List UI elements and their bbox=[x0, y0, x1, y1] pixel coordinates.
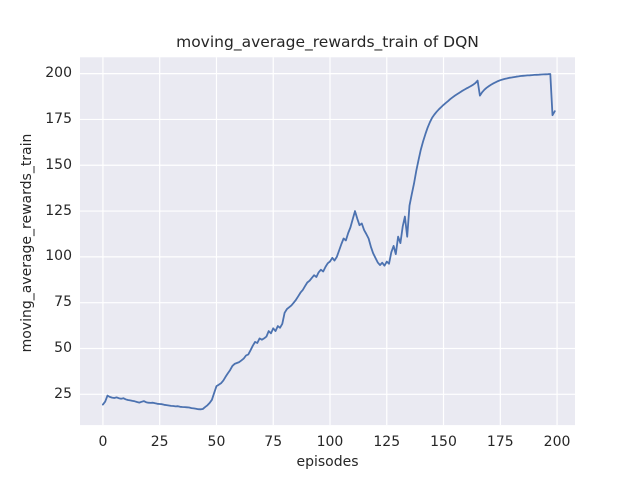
x-tick-label: 150 bbox=[430, 434, 457, 450]
y-tick-label: 125 bbox=[45, 202, 72, 219]
x-tick-label: 175 bbox=[486, 434, 514, 450]
reward-curve-line bbox=[102, 73, 556, 411]
x-tick-label: 100 bbox=[316, 434, 344, 450]
x-tick-label: 200 bbox=[543, 434, 571, 450]
y-tick-label: 75 bbox=[54, 294, 72, 311]
x-tick-label: 0 bbox=[98, 434, 108, 450]
x-tick-label: 50 bbox=[207, 434, 226, 450]
y-tick-label: 25 bbox=[54, 385, 72, 402]
plot-background bbox=[80, 57, 575, 426]
x-axis-label: episodes bbox=[296, 454, 359, 470]
chart-title: moving_average_rewards_train of DQN bbox=[176, 33, 479, 51]
grid-lines bbox=[80, 57, 575, 426]
y-tick-label: 50 bbox=[54, 339, 72, 356]
y-tick-label: 100 bbox=[45, 248, 72, 265]
y-axis-label: moving_average_rewards_train bbox=[19, 133, 35, 353]
y-tick-label: 175 bbox=[45, 110, 72, 127]
x-tick-label: 75 bbox=[264, 434, 283, 450]
y-tick-label: 150 bbox=[45, 156, 72, 173]
y-tick-label: 200 bbox=[45, 65, 72, 82]
x-tick-label: 25 bbox=[150, 434, 169, 450]
x-tick-label: 125 bbox=[373, 434, 401, 450]
